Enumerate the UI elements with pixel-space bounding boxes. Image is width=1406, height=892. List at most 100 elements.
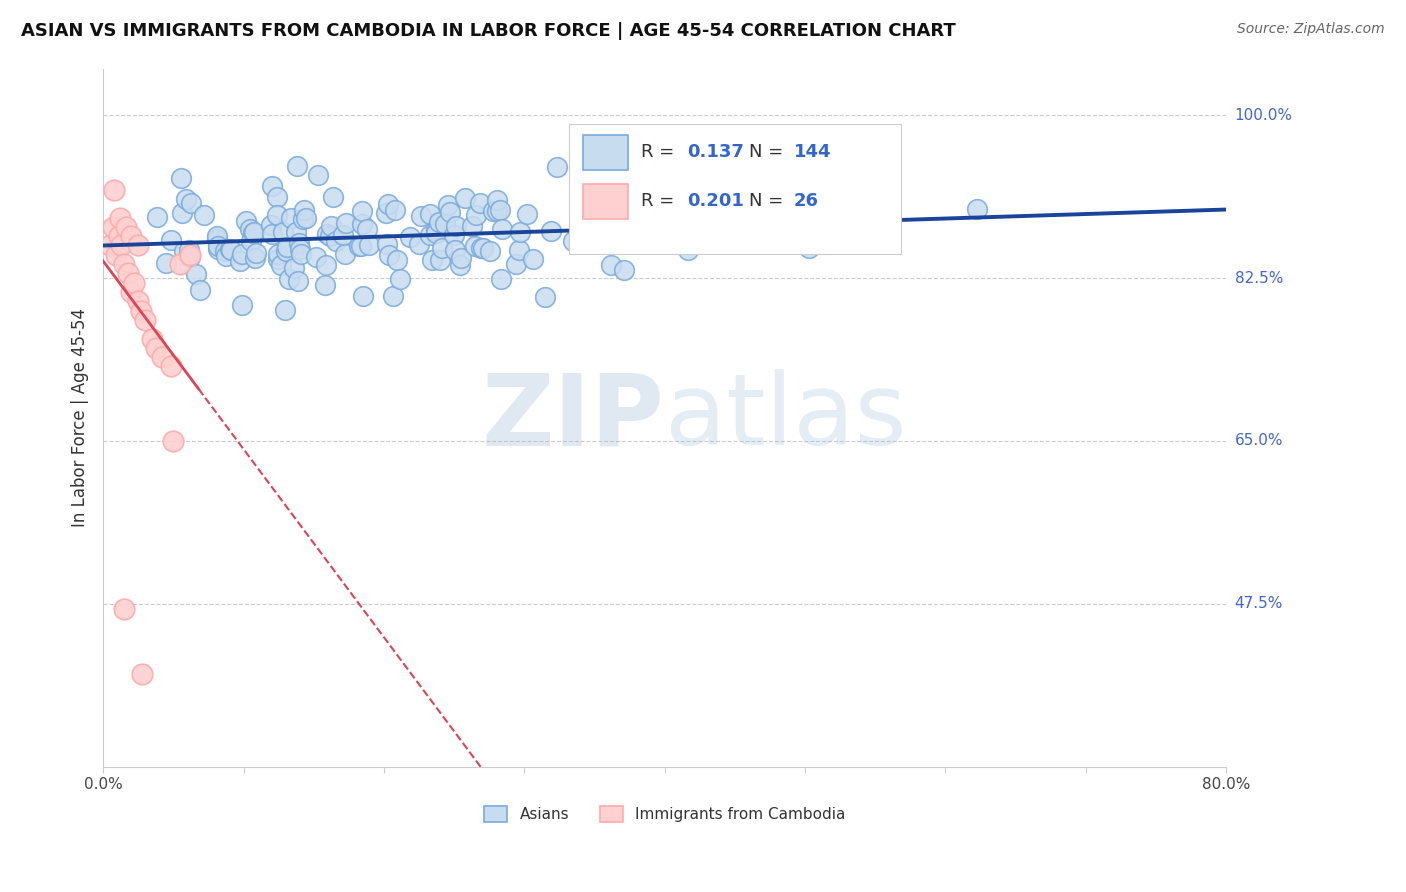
Point [285, 159, 308, 173]
Point [266, 190, 288, 204]
Point [332, 228, 354, 243]
Text: 65.0%: 65.0% [1234, 434, 1284, 449]
Point [245, 251, 267, 265]
Point [231, 297, 253, 311]
Text: Source: ZipAtlas.com: Source: ZipAtlas.com [1237, 22, 1385, 37]
Point [188, 283, 211, 297]
Point [162, 434, 184, 448]
Point [676, 243, 699, 257]
Text: N =: N = [749, 192, 789, 211]
Point [666, 207, 689, 221]
Point [219, 243, 242, 257]
Point [305, 251, 328, 265]
Point [207, 242, 229, 256]
Point [240, 235, 263, 249]
Point [429, 252, 451, 267]
Point [170, 171, 193, 186]
Legend: Asians, Immigrants from Cambodia: Asians, Immigrants from Cambodia [484, 806, 845, 822]
Point [508, 243, 530, 257]
Point [117, 266, 139, 280]
Point [214, 249, 236, 263]
Point [159, 233, 181, 247]
Point [129, 303, 152, 318]
Point [292, 202, 315, 217]
Point [274, 244, 297, 258]
Point [437, 197, 460, 211]
Point [262, 178, 284, 193]
Point [127, 294, 149, 309]
Point [489, 203, 512, 218]
Point [179, 250, 201, 264]
Point [276, 240, 298, 254]
Point [516, 207, 538, 221]
Point [107, 229, 129, 244]
Point [425, 223, 447, 237]
Point [419, 227, 441, 242]
Point [596, 222, 619, 236]
Point [444, 243, 467, 257]
Point [315, 258, 337, 272]
Point [398, 230, 420, 244]
Point [352, 204, 374, 219]
Point [600, 258, 623, 272]
Point [335, 246, 357, 260]
Point [214, 244, 236, 259]
Text: N =: N = [749, 144, 789, 161]
Point [120, 229, 142, 244]
Point [108, 211, 131, 225]
Point [454, 190, 477, 204]
Point [966, 202, 988, 216]
Point [98, 238, 121, 252]
Point [207, 239, 229, 253]
Point [314, 277, 336, 292]
Point [384, 203, 406, 218]
Point [470, 241, 492, 255]
Point [287, 274, 309, 288]
Point [120, 285, 142, 299]
Point [103, 183, 125, 197]
Point [274, 303, 297, 318]
Point [172, 206, 194, 220]
Point [482, 204, 505, 219]
Point [321, 219, 343, 233]
Point [219, 243, 242, 257]
Point [347, 239, 370, 253]
Point [505, 257, 527, 271]
Point [485, 204, 508, 219]
Point [443, 227, 465, 242]
Point [464, 239, 486, 253]
Point [266, 208, 288, 222]
Text: R =: R = [641, 144, 681, 161]
Point [439, 205, 461, 219]
Point [283, 261, 305, 276]
Point [243, 225, 266, 239]
Point [101, 219, 124, 234]
Point [184, 267, 207, 281]
Point [382, 289, 405, 303]
Point [114, 219, 136, 234]
Point [427, 215, 450, 229]
Bar [582, 184, 627, 219]
Point [461, 219, 484, 234]
Point [260, 218, 283, 232]
Point [288, 235, 311, 250]
Point [586, 223, 609, 237]
Point [797, 241, 820, 255]
Point [205, 232, 228, 246]
Point [409, 209, 432, 223]
Point [375, 206, 398, 220]
Point [465, 208, 488, 222]
Point [489, 272, 512, 286]
Point [239, 222, 262, 236]
Point [231, 246, 253, 260]
Point [350, 217, 373, 231]
Bar [582, 135, 627, 169]
Point [534, 290, 557, 304]
Point [271, 225, 294, 239]
Point [266, 252, 288, 266]
Text: ASIAN VS IMMIGRANTS FROM CAMBODIA IN LABOR FORCE | AGE 45-54 CORRELATION CHART: ASIAN VS IMMIGRANTS FROM CAMBODIA IN LAB… [21, 22, 956, 40]
Y-axis label: In Labor Force | Age 45-54: In Labor Force | Age 45-54 [72, 309, 89, 527]
Point [388, 272, 411, 286]
Point [180, 196, 202, 211]
Point [280, 211, 302, 225]
